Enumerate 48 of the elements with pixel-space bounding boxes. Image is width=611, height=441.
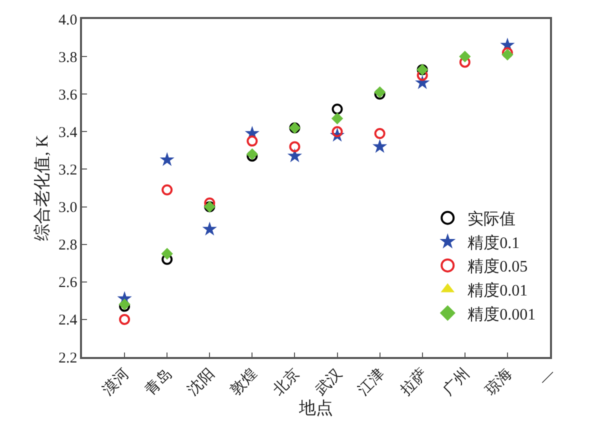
point <box>459 56 470 68</box>
y-axis-title: 综合老化值, K <box>32 134 52 241</box>
point <box>332 126 343 138</box>
legend-label: 精度0.05 <box>468 258 528 276</box>
point <box>246 150 258 162</box>
point <box>459 50 471 62</box>
legend-label: 精度0.01 <box>468 282 528 300</box>
point <box>374 86 386 98</box>
point <box>331 112 344 124</box>
y-tick-label: 3.8 <box>58 50 78 66</box>
y-tick-label: 3.0 <box>58 200 78 216</box>
y-tick-label: 2.4 <box>58 312 78 329</box>
point <box>287 148 302 162</box>
point <box>160 152 174 166</box>
legend-label: 实际值 <box>468 210 516 228</box>
point <box>246 148 258 160</box>
y-tick-label: 3.6 <box>58 87 78 104</box>
x-tick-label: 江津 <box>354 365 388 399</box>
point <box>289 141 300 152</box>
x-tick-label: 青岛 <box>142 365 176 399</box>
point <box>332 104 343 115</box>
y-tick-label: 2.8 <box>58 238 78 254</box>
y-tick-label: 2.6 <box>58 275 78 292</box>
point <box>162 184 173 196</box>
point <box>246 136 258 147</box>
x-tick-label: 琼海 <box>482 365 516 399</box>
point <box>119 314 130 325</box>
x-axis-title: 地点 <box>298 398 333 418</box>
point <box>502 48 514 61</box>
y-tick-label: 4.0 <box>58 12 78 28</box>
point <box>161 248 173 260</box>
x-tick-label: — <box>536 365 559 389</box>
y-tick-label: 3.4 <box>58 124 78 141</box>
x-tick-label: 沈阳 <box>184 365 218 399</box>
x-tick-label: 漠河 <box>99 365 133 399</box>
x-tick-label: 北京 <box>270 365 303 399</box>
point <box>202 222 217 236</box>
x-tick-label: 广州 <box>440 365 474 399</box>
legend-label: 精度0.001 <box>468 305 536 324</box>
legend-label: 精度0.1 <box>468 234 520 252</box>
x-tick-label: 敦煌 <box>227 365 260 399</box>
y-tick-label: 3.2 <box>58 162 78 178</box>
point <box>374 128 386 140</box>
point <box>415 75 430 90</box>
y-tick-label: 2.2 <box>58 350 78 366</box>
x-tick-label: 拉萨 <box>397 365 430 399</box>
point <box>372 138 388 153</box>
x-tick-label: 武汉 <box>312 365 346 399</box>
